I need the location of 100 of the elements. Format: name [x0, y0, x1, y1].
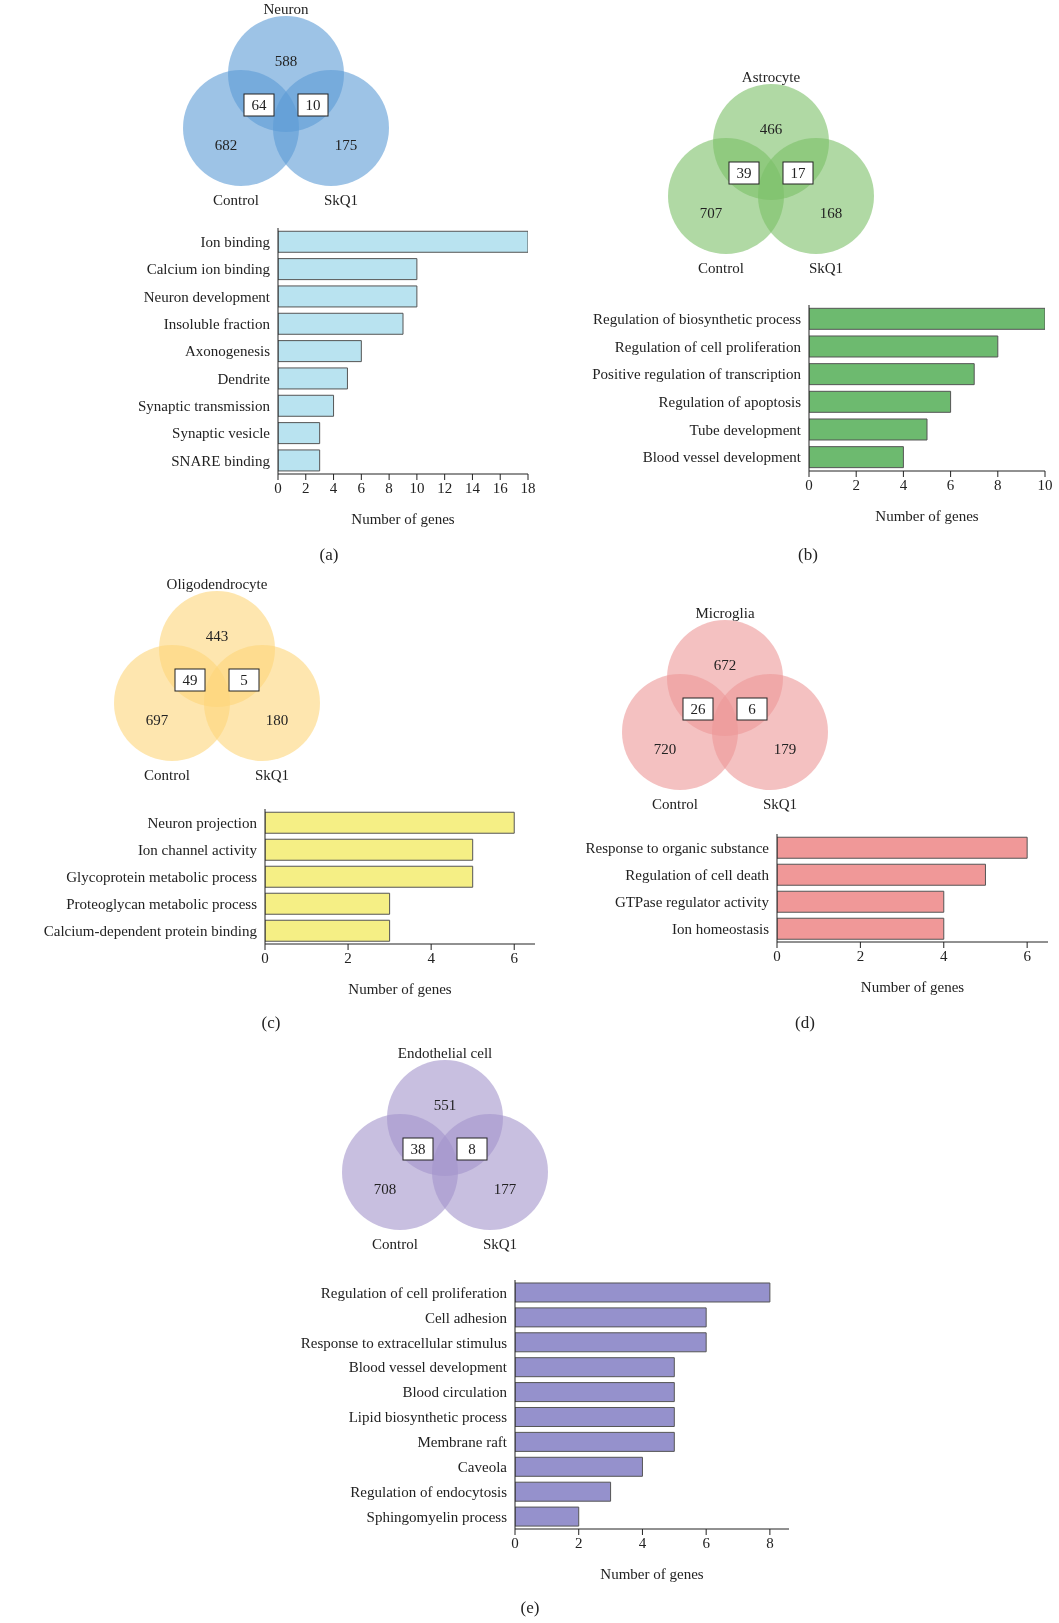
x-axis-title: Number of genes — [875, 508, 979, 524]
text: (b) — [797, 545, 819, 565]
x-tick-label: 0 — [511, 1534, 519, 1551]
bar — [278, 367, 348, 390]
data-label: 551 — [433, 1097, 457, 1113]
data-label: 720 — [653, 741, 677, 757]
bar — [278, 449, 321, 472]
bar — [278, 312, 404, 335]
x-tick-label: 6 — [357, 479, 366, 496]
x-tick-label: 12 — [437, 479, 453, 496]
bar — [278, 394, 335, 417]
y-tick-label: Calcium-dependent protein binding — [43, 922, 258, 939]
bar — [515, 1332, 707, 1353]
y-tick-label: Ion homeostasis — [671, 920, 770, 937]
bar — [265, 865, 474, 888]
x-axis-title: Number of genes — [351, 511, 455, 527]
x-tick-label: 14 — [464, 479, 481, 496]
data-label: 708 — [373, 1181, 397, 1197]
bar — [809, 446, 904, 469]
data-label: 682 — [214, 137, 238, 153]
bar — [278, 258, 418, 281]
x-tick-label: 8 — [385, 479, 393, 496]
data-label: 175 — [334, 137, 358, 153]
y-tick-label: Regulation of cell proliferation — [320, 1284, 508, 1301]
data-label: 707 — [699, 205, 723, 221]
x-tick-label: 6 — [510, 949, 519, 966]
y-tick-label: Regulation of cell proliferation — [614, 338, 802, 355]
y-tick-label: Regulation of endocytosis — [350, 1483, 508, 1500]
y-tick-label: Blood circulation — [402, 1384, 508, 1401]
x-tick-label: 18 — [520, 479, 536, 496]
bar — [777, 917, 945, 940]
x-tick-label: 4 — [899, 476, 908, 493]
category-label: Control — [652, 796, 698, 812]
x-tick-label: 4 — [638, 1534, 647, 1551]
x-tick-label: 2 — [302, 479, 310, 496]
y-tick-label: Calcium ion binding — [146, 261, 271, 278]
text: 8 — [468, 1141, 476, 1157]
bar — [809, 390, 952, 413]
y-tick-label: Lipid biosynthetic process — [348, 1409, 508, 1426]
y-tick-label: Neuron development — [143, 288, 271, 305]
bar — [265, 919, 391, 942]
x-tick-label: 8 — [994, 476, 1002, 493]
x-tick-label: 6 — [946, 476, 955, 493]
data-label: 179 — [773, 741, 797, 757]
text: Oligodendrocyte — [166, 576, 268, 592]
text: 6 — [748, 701, 757, 717]
text: 5 — [240, 672, 248, 688]
x-tick-label: 4 — [329, 479, 338, 496]
data-label: 588 — [274, 53, 298, 69]
category-label: SkQ1 — [808, 260, 844, 276]
bar — [265, 838, 474, 861]
bar — [515, 1506, 580, 1527]
x-tick-label: 4 — [427, 949, 436, 966]
y-tick-label: Regulation of cell death — [625, 866, 770, 883]
bar — [278, 422, 321, 445]
x-axis-title: Number of genes — [860, 979, 965, 995]
bar — [265, 892, 391, 915]
y-tick-label: Positive regulation of transcription — [592, 366, 802, 383]
text: 10 — [305, 97, 321, 113]
y-tick-label: Blood vessel development — [348, 1359, 508, 1376]
y-tick-label: Blood vessel development — [642, 449, 802, 466]
bar — [515, 1282, 771, 1303]
y-tick-label: Synaptic vesicle — [172, 425, 271, 442]
data-label: 180 — [265, 712, 289, 728]
y-tick-label: Ion channel activity — [137, 841, 258, 858]
bar — [278, 230, 528, 253]
category-label: SkQ1 — [762, 796, 798, 812]
bar — [265, 811, 515, 834]
y-tick-label: Membrane raft — [417, 1434, 508, 1451]
x-tick-label: 10 — [409, 479, 425, 496]
y-tick-label: Sphingomyelin process — [366, 1508, 508, 1525]
bar — [777, 890, 945, 913]
x-tick-label: 2 — [856, 947, 865, 964]
y-tick-label: Response to extracellular stimulus — [300, 1334, 508, 1351]
category-label: Control — [213, 192, 259, 208]
category-label: SkQ1 — [254, 767, 290, 783]
y-tick-label: SNARE binding — [171, 452, 271, 469]
text: Astrocyte — [741, 69, 801, 85]
bar — [515, 1382, 675, 1403]
y-tick-label: Regulation of biosynthetic process — [593, 311, 802, 328]
data-label: 466 — [759, 121, 783, 137]
x-tick-label: 8 — [766, 1534, 774, 1551]
text: Neuron — [263, 1, 309, 17]
text: 17 — [790, 165, 806, 181]
text: Endothelial cell — [397, 1045, 493, 1061]
bar — [809, 363, 975, 386]
y-tick-label: Neuron projection — [147, 814, 258, 831]
bar — [278, 340, 362, 363]
x-axis-title: Number of genes — [600, 1566, 704, 1582]
category-label: SkQ1 — [482, 1236, 518, 1252]
category-label: Control — [372, 1236, 418, 1252]
x-tick-label: 16 — [492, 479, 509, 496]
y-tick-label: Synaptic transmission — [137, 397, 271, 414]
data-label: 697 — [145, 712, 169, 728]
text: 49 — [182, 672, 198, 688]
y-tick-label: Caveola — [457, 1459, 508, 1476]
bar — [515, 1481, 612, 1502]
bar — [515, 1406, 675, 1427]
bar — [777, 836, 1028, 859]
bar — [515, 1307, 707, 1328]
